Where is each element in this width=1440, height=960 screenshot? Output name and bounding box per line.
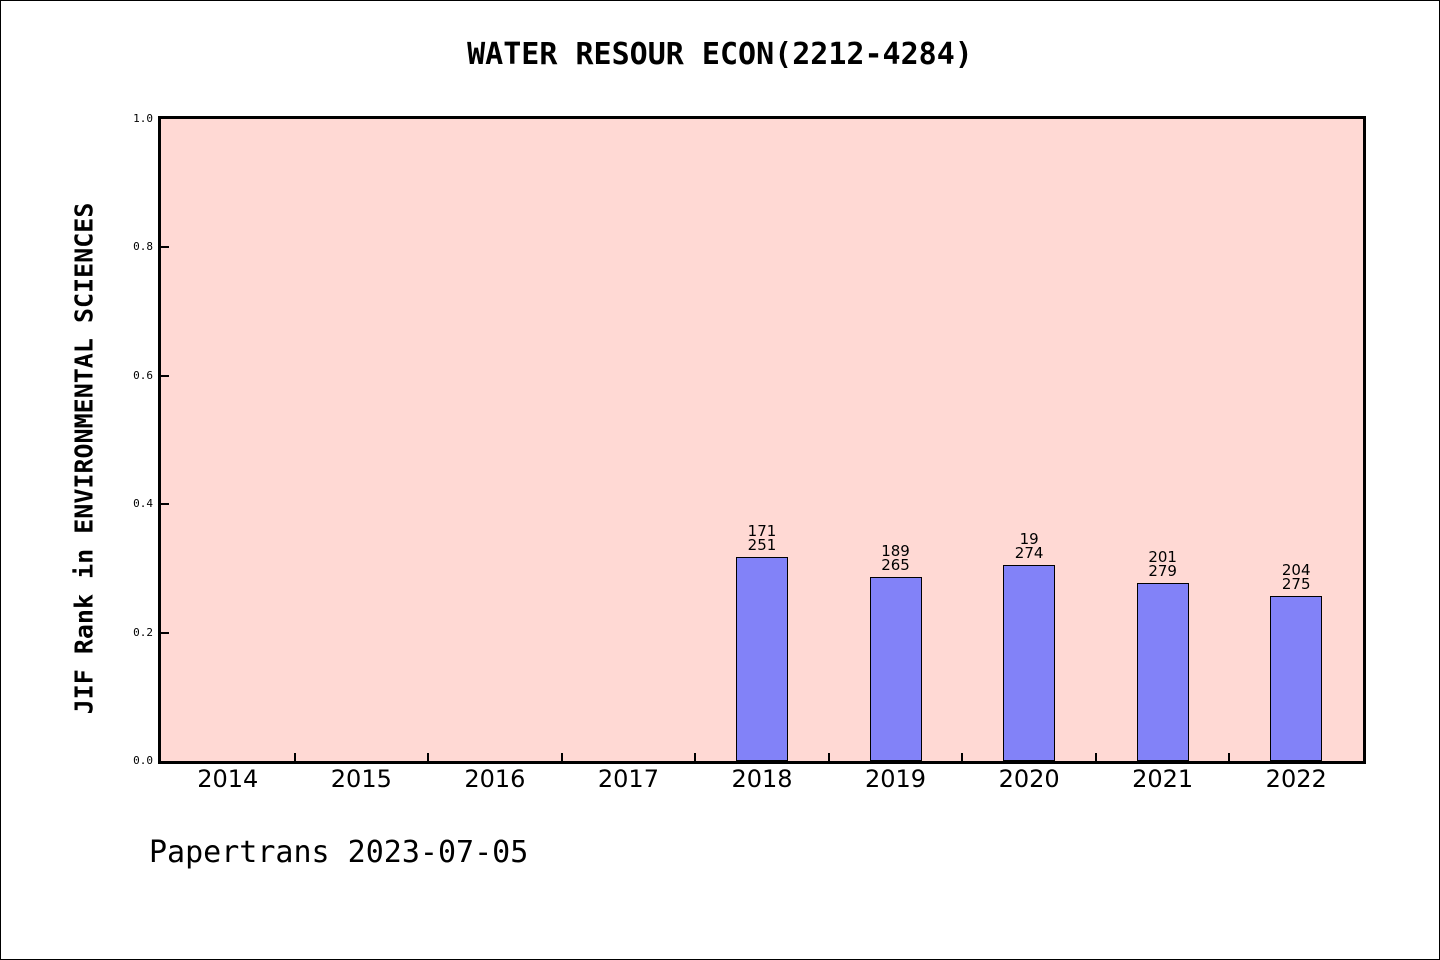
x-tick-mark xyxy=(961,753,964,761)
bar-value-label-2022: 204 275 xyxy=(1281,561,1311,594)
bar-2018 xyxy=(736,556,788,761)
chart-title: WATER RESOUR ECON(2212-4284) xyxy=(467,37,973,72)
y-tick-label-0.2: 0.2 xyxy=(133,625,153,639)
y-tick-label-0.4: 0.4 xyxy=(133,497,153,511)
footer-text: Papertrans 2023-07-05 xyxy=(149,835,529,870)
x-tick-mark xyxy=(694,753,697,761)
y-tick-label-1.0: 1.0 xyxy=(133,112,153,125)
x-tick-label-2017: 2017 xyxy=(597,765,659,793)
bar-value-label-2019: 189 265 xyxy=(881,541,910,574)
x-tick-mark xyxy=(560,753,563,761)
x-tick-mark xyxy=(427,753,430,761)
x-tick-mark xyxy=(1228,753,1231,761)
x-tick-label-2021: 2021 xyxy=(1132,765,1194,793)
y-tick-mark xyxy=(161,374,169,377)
bar-value-label-2021: 201 279 xyxy=(1148,548,1177,581)
y-tick-mark xyxy=(161,246,169,249)
x-tick-label-2019: 2019 xyxy=(865,765,927,793)
bar-2019 xyxy=(869,576,922,761)
y-axis-label: JIF Rank in ENVIRONMENTAL SCIENCES xyxy=(69,202,99,715)
y-tick-mark xyxy=(161,631,169,634)
x-tick-label-2022: 2022 xyxy=(1265,765,1327,793)
x-tick-mark xyxy=(293,753,296,761)
y-tick-label-0.8: 0.8 xyxy=(133,240,153,254)
bar-2021 xyxy=(1136,583,1189,761)
x-tick-label-2020: 2020 xyxy=(998,765,1060,793)
x-tick-mark xyxy=(827,753,830,761)
x-tick-mark xyxy=(1094,753,1097,761)
plot-area: 171 251 189 265 19 274 201 279 204 275 xyxy=(158,116,1366,764)
x-tick-label-2015: 2015 xyxy=(330,765,392,793)
x-tick-label-2016: 2016 xyxy=(464,765,526,793)
bar-2020 xyxy=(1003,565,1056,761)
x-tick-label-2014: 2014 xyxy=(197,765,259,793)
bar-2022 xyxy=(1270,596,1323,761)
bar-value-label-2020: 19 274 xyxy=(1014,530,1044,563)
y-tick-mark xyxy=(161,503,169,506)
bar-value-label-2018: 171 251 xyxy=(747,521,777,554)
y-tick-label-0.6: 0.6 xyxy=(133,368,153,382)
x-tick-label-2018: 2018 xyxy=(731,765,793,793)
y-tick-label-0.0: 0.0 xyxy=(133,754,153,767)
